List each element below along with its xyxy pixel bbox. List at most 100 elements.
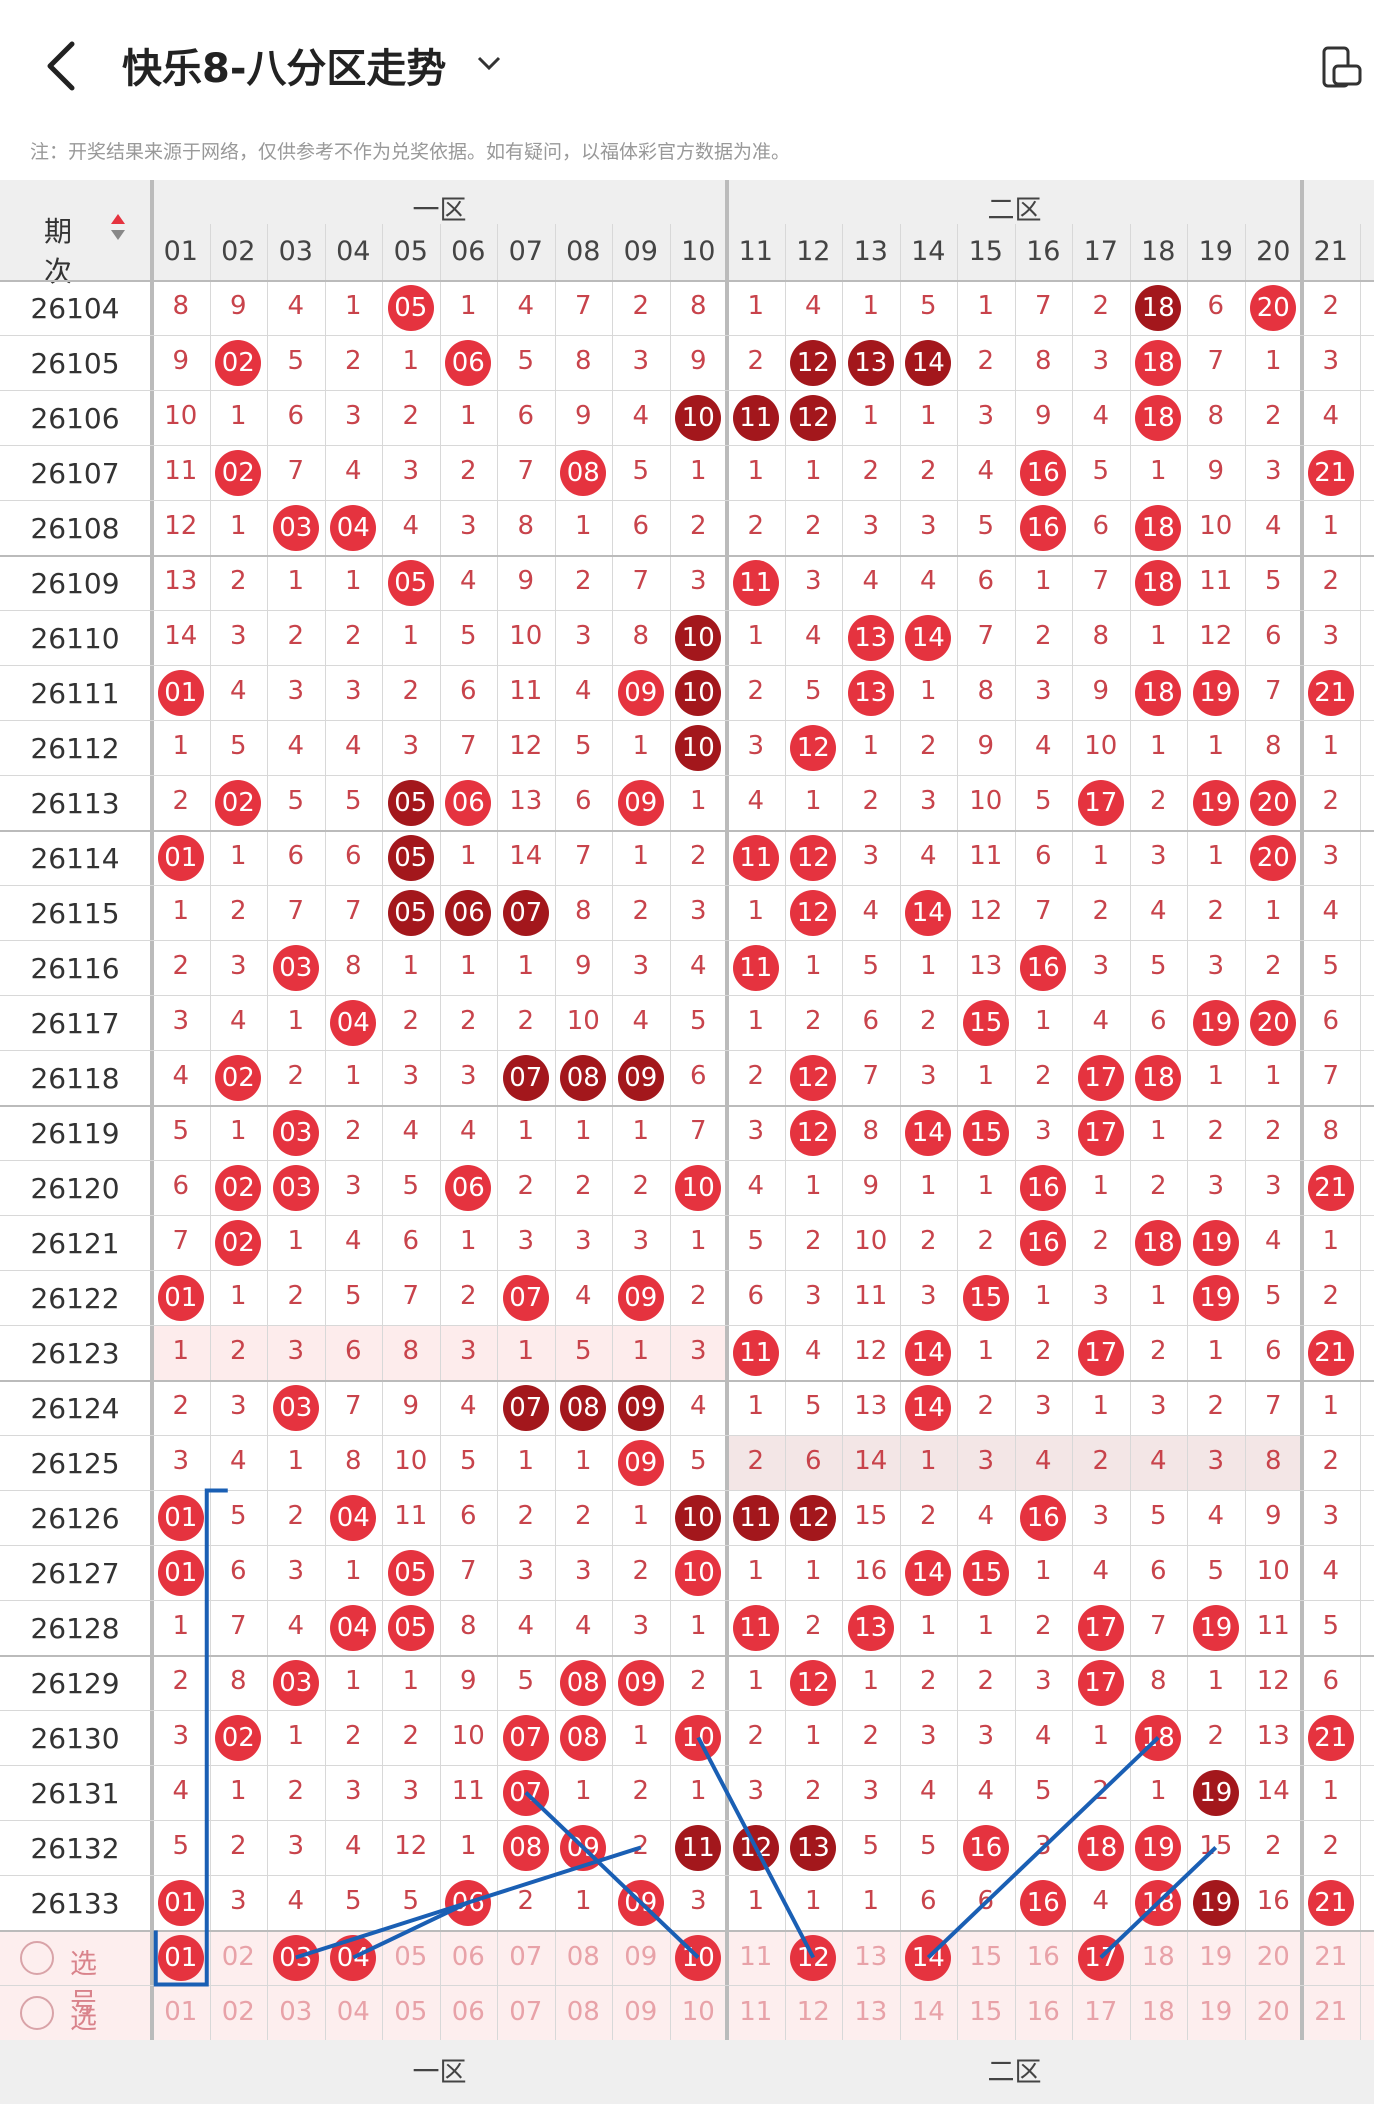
select-number[interactable]: 12	[796, 1997, 830, 2027]
miss-count: 5	[344, 785, 362, 816]
select-number[interactable]: 09	[624, 1942, 658, 1972]
miss-count: 8	[172, 290, 190, 321]
miss-count: 3	[172, 1720, 190, 1751]
select-number[interactable]: 13	[854, 1997, 888, 2027]
miss-count: 6	[459, 1500, 477, 1531]
miss-count: 1	[747, 1390, 765, 1421]
select-number[interactable]: 02	[221, 1997, 255, 2027]
miss-count: 7	[344, 1390, 362, 1421]
sort-icon[interactable]	[110, 212, 126, 242]
miss-count: 7	[229, 1610, 247, 1641]
select-number[interactable]: 20	[1256, 1942, 1290, 1972]
drawn-number-ball: 10	[675, 1494, 722, 1541]
miss-count: 1	[1149, 730, 1167, 761]
select-number[interactable]: 13	[854, 1942, 888, 1972]
miss-count: 1	[632, 1115, 650, 1146]
select-number[interactable]: 18	[1141, 1942, 1175, 1972]
miss-count: 1	[1322, 1225, 1340, 1256]
chevron-down-icon[interactable]	[474, 48, 504, 78]
miss-count: 11	[1199, 565, 1233, 596]
column-header: 14	[911, 236, 946, 267]
select-number[interactable]: 05	[394, 1942, 428, 1972]
select-number[interactable]: 04	[336, 1997, 370, 2027]
miss-count: 5	[517, 345, 535, 376]
miss-count: 1	[172, 730, 190, 761]
miss-count: 7	[1207, 345, 1225, 376]
miss-count: 2	[747, 675, 765, 706]
column-header: 01	[163, 236, 198, 267]
select-number[interactable]: 10	[681, 1997, 715, 2027]
miss-count: 1	[977, 1335, 995, 1366]
back-arrow-icon[interactable]	[40, 38, 84, 94]
select-number[interactable]: 09	[624, 1997, 658, 2027]
grid-line	[899, 224, 901, 2040]
drawn-number-ball: 11	[732, 834, 779, 881]
miss-count: 6	[1322, 1005, 1340, 1036]
select-number[interactable]: 21	[1314, 1997, 1348, 2027]
period-number: 26106	[30, 402, 120, 435]
drawn-number-ball: 14	[905, 614, 952, 661]
select-number[interactable]: 16	[1026, 1997, 1060, 2027]
select-number[interactable]: 05	[394, 1997, 428, 2027]
select-number[interactable]: 11	[739, 1942, 773, 1972]
select-radio[interactable]	[20, 1996, 54, 2030]
miss-count: 2	[1322, 785, 1340, 816]
miss-count: 11	[394, 1500, 428, 1531]
select-number[interactable]: 01	[164, 1997, 198, 2027]
miss-count: 4	[574, 1610, 592, 1641]
miss-count: 3	[344, 1775, 362, 1806]
select-number[interactable]: 02	[221, 1942, 255, 1972]
select-number[interactable]: 16	[1026, 1942, 1060, 1972]
miss-count: 2	[804, 1775, 822, 1806]
select-number[interactable]: 08	[566, 1997, 600, 2027]
miss-count: 6	[977, 1885, 995, 1916]
select-number[interactable]: 19	[1199, 1997, 1233, 2027]
select-number[interactable]: 08	[566, 1942, 600, 1972]
miss-count: 3	[632, 345, 650, 376]
period-label[interactable]: 期次	[44, 215, 73, 288]
select-number[interactable]: 21	[1314, 1942, 1348, 1972]
miss-count: 5	[1322, 1610, 1340, 1641]
drawn-number-ball: 18	[1135, 339, 1182, 386]
drawn-number-ball: 01	[157, 1494, 204, 1541]
miss-count: 6	[574, 785, 592, 816]
drawn-number-ball: 11	[732, 394, 779, 441]
select-number[interactable]: 17	[1084, 1997, 1118, 2027]
select-number[interactable]: 06	[451, 1942, 485, 1972]
select-radio[interactable]	[20, 1941, 54, 1975]
select-number[interactable]: 18	[1141, 1997, 1175, 2027]
miss-count: 3	[804, 565, 822, 596]
miss-count: 2	[517, 1500, 535, 1531]
select-number[interactable]: 19	[1199, 1942, 1233, 1972]
miss-count: 1	[402, 1665, 420, 1696]
miss-count: 2	[919, 455, 937, 486]
grid-line	[0, 280, 1374, 282]
drawn-number-ball: 08	[560, 1384, 607, 1431]
select-number[interactable]: 11	[739, 1997, 773, 2027]
miss-count: 2	[229, 1335, 247, 1366]
grid-line	[0, 1160, 1374, 1161]
screen-toggle-icon[interactable]	[1320, 44, 1364, 90]
select-number[interactable]: 14	[911, 1997, 945, 2027]
miss-count: 3	[862, 1775, 880, 1806]
miss-count: 13	[854, 1390, 888, 1421]
miss-count: 2	[172, 1665, 190, 1696]
drawn-number-ball: 05	[387, 834, 434, 881]
miss-count: 1	[459, 1225, 477, 1256]
select-number[interactable]: 06	[451, 1997, 485, 2027]
miss-count: 2	[919, 1005, 937, 1036]
select-number[interactable]: 15	[969, 1942, 1003, 1972]
select-number[interactable]: 15	[969, 1997, 1003, 2027]
miss-count: 1	[862, 290, 880, 321]
miss-count: 1	[919, 1170, 937, 1201]
miss-count: 2	[1149, 785, 1167, 816]
miss-count: 4	[1034, 730, 1052, 761]
miss-count: 4	[689, 1390, 707, 1421]
miss-count: 2	[1264, 1115, 1282, 1146]
miss-count: 2	[459, 1005, 477, 1036]
select-number[interactable]: 07	[509, 1997, 543, 2027]
select-number[interactable]: 03	[279, 1997, 313, 2027]
select-number[interactable]: 07	[509, 1942, 543, 1972]
miss-count: 6	[1092, 510, 1110, 541]
select-number[interactable]: 20	[1256, 1997, 1290, 2027]
